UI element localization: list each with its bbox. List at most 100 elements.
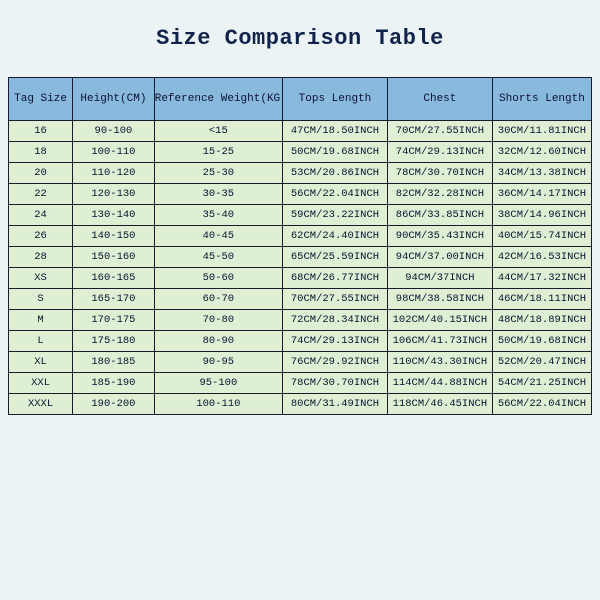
table-cell: 190-200 bbox=[73, 394, 155, 415]
col-shorts-len: Shorts Length bbox=[492, 78, 591, 121]
table-cell: 54CM/21.25INCH bbox=[492, 373, 591, 394]
table-cell: 46CM/18.11INCH bbox=[492, 289, 591, 310]
table-cell: 59CM/23.22INCH bbox=[282, 205, 387, 226]
table-cell: 130-140 bbox=[73, 205, 155, 226]
page: Size Comparison Table Tag Size Height(CM… bbox=[0, 0, 600, 600]
table-cell: 140-150 bbox=[73, 226, 155, 247]
table-cell: XL bbox=[9, 352, 73, 373]
table-cell: 45-50 bbox=[154, 247, 282, 268]
table-cell: 50CM/19.68INCH bbox=[492, 331, 591, 352]
table-cell: 40CM/15.74INCH bbox=[492, 226, 591, 247]
table-cell: 160-165 bbox=[73, 268, 155, 289]
table-cell: 60-70 bbox=[154, 289, 282, 310]
table-cell: <15 bbox=[154, 121, 282, 142]
table-cell: 36CM/14.17INCH bbox=[492, 184, 591, 205]
table-row: 28150-16045-5065CM/25.59INCH94CM/37.00IN… bbox=[9, 247, 592, 268]
table-cell: 100-110 bbox=[73, 142, 155, 163]
table-body: 1690-100<1547CM/18.50INCH70CM/27.55INCH3… bbox=[9, 121, 592, 415]
table-cell: S bbox=[9, 289, 73, 310]
table-row: 24130-14035-4059CM/23.22INCH86CM/33.85IN… bbox=[9, 205, 592, 226]
table-cell: 34CM/13.38INCH bbox=[492, 163, 591, 184]
table-cell: 47CM/18.50INCH bbox=[282, 121, 387, 142]
table-row: XS160-16550-6068CM/26.77INCH94CM/37INCH4… bbox=[9, 268, 592, 289]
table-cell: 30CM/11.81INCH bbox=[492, 121, 591, 142]
table-cell: 76CM/29.92INCH bbox=[282, 352, 387, 373]
table-cell: 95-100 bbox=[154, 373, 282, 394]
table-cell: 118CM/46.45INCH bbox=[387, 394, 492, 415]
table-row: 26140-15040-4562CM/24.40INCH90CM/35.43IN… bbox=[9, 226, 592, 247]
table-row: 20110-12025-3053CM/20.86INCH78CM/30.70IN… bbox=[9, 163, 592, 184]
col-tag-size: Tag Size bbox=[9, 78, 73, 121]
col-chest: Chest bbox=[387, 78, 492, 121]
col-tops-len: Tops Length bbox=[282, 78, 387, 121]
table-row: L175-18080-9074CM/29.13INCH106CM/41.73IN… bbox=[9, 331, 592, 352]
table-cell: 78CM/30.70INCH bbox=[282, 373, 387, 394]
table-cell: 150-160 bbox=[73, 247, 155, 268]
table-cell: 110CM/43.30INCH bbox=[387, 352, 492, 373]
col-ref-weight: Reference Weight(KG) bbox=[154, 78, 282, 121]
table-cell: 42CM/16.53INCH bbox=[492, 247, 591, 268]
table-row: XL180-18590-9576CM/29.92INCH110CM/43.30I… bbox=[9, 352, 592, 373]
table-cell: 180-185 bbox=[73, 352, 155, 373]
table-cell: 56CM/22.04INCH bbox=[282, 184, 387, 205]
table-cell: 62CM/24.40INCH bbox=[282, 226, 387, 247]
table-cell: 35-40 bbox=[154, 205, 282, 226]
table-cell: 50-60 bbox=[154, 268, 282, 289]
table-cell: 28 bbox=[9, 247, 73, 268]
header-row: Tag Size Height(CM) Reference Weight(KG)… bbox=[9, 78, 592, 121]
table-cell: 70CM/27.55INCH bbox=[282, 289, 387, 310]
table-cell: 24 bbox=[9, 205, 73, 226]
table-cell: 110-120 bbox=[73, 163, 155, 184]
table-cell: 70CM/27.55INCH bbox=[387, 121, 492, 142]
table-cell: 80CM/31.49INCH bbox=[282, 394, 387, 415]
table-cell: 98CM/38.58INCH bbox=[387, 289, 492, 310]
table-cell: 80-90 bbox=[154, 331, 282, 352]
table-row: XXXL190-200100-11080CM/31.49INCH118CM/46… bbox=[9, 394, 592, 415]
table-cell: XXL bbox=[9, 373, 73, 394]
table-cell: 74CM/29.13INCH bbox=[387, 142, 492, 163]
size-table: Tag Size Height(CM) Reference Weight(KG)… bbox=[8, 77, 592, 415]
table-cell: 100-110 bbox=[154, 394, 282, 415]
table-cell: 22 bbox=[9, 184, 73, 205]
table-cell: 82CM/32.28INCH bbox=[387, 184, 492, 205]
table-row: 1690-100<1547CM/18.50INCH70CM/27.55INCH3… bbox=[9, 121, 592, 142]
table-row: S165-17060-7070CM/27.55INCH98CM/38.58INC… bbox=[9, 289, 592, 310]
table-cell: 114CM/44.88INCH bbox=[387, 373, 492, 394]
table-cell: L bbox=[9, 331, 73, 352]
table-cell: 94CM/37.00INCH bbox=[387, 247, 492, 268]
table-cell: 32CM/12.60INCH bbox=[492, 142, 591, 163]
table-cell: 94CM/37INCH bbox=[387, 268, 492, 289]
table-cell: 185-190 bbox=[73, 373, 155, 394]
table-cell: 25-30 bbox=[154, 163, 282, 184]
table-cell: 44CM/17.32INCH bbox=[492, 268, 591, 289]
table-cell: 50CM/19.68INCH bbox=[282, 142, 387, 163]
table-cell: 74CM/29.13INCH bbox=[282, 331, 387, 352]
table-cell: 15-25 bbox=[154, 142, 282, 163]
table-cell: 90-95 bbox=[154, 352, 282, 373]
table-cell: 165-170 bbox=[73, 289, 155, 310]
table-cell: 53CM/20.86INCH bbox=[282, 163, 387, 184]
table-head: Tag Size Height(CM) Reference Weight(KG)… bbox=[9, 78, 592, 121]
table-cell: 52CM/20.47INCH bbox=[492, 352, 591, 373]
table-cell: 18 bbox=[9, 142, 73, 163]
table-cell: 106CM/41.73INCH bbox=[387, 331, 492, 352]
page-title: Size Comparison Table bbox=[8, 26, 592, 51]
table-row: M170-17570-8072CM/28.34INCH102CM/40.15IN… bbox=[9, 310, 592, 331]
table-cell: 72CM/28.34INCH bbox=[282, 310, 387, 331]
table-cell: 65CM/25.59INCH bbox=[282, 247, 387, 268]
table-cell: 90-100 bbox=[73, 121, 155, 142]
table-row: 18100-11015-2550CM/19.68INCH74CM/29.13IN… bbox=[9, 142, 592, 163]
table-cell: 102CM/40.15INCH bbox=[387, 310, 492, 331]
table-cell: 175-180 bbox=[73, 331, 155, 352]
table-cell: 120-130 bbox=[73, 184, 155, 205]
table-cell: 48CM/18.89INCH bbox=[492, 310, 591, 331]
table-cell: 40-45 bbox=[154, 226, 282, 247]
table-cell: 70-80 bbox=[154, 310, 282, 331]
table-cell: 170-175 bbox=[73, 310, 155, 331]
table-row: 22120-13030-3556CM/22.04INCH82CM/32.28IN… bbox=[9, 184, 592, 205]
table-cell: 38CM/14.96INCH bbox=[492, 205, 591, 226]
table-row: XXL185-19095-10078CM/30.70INCH114CM/44.8… bbox=[9, 373, 592, 394]
table-cell: 86CM/33.85INCH bbox=[387, 205, 492, 226]
table-cell: 68CM/26.77INCH bbox=[282, 268, 387, 289]
table-cell: M bbox=[9, 310, 73, 331]
